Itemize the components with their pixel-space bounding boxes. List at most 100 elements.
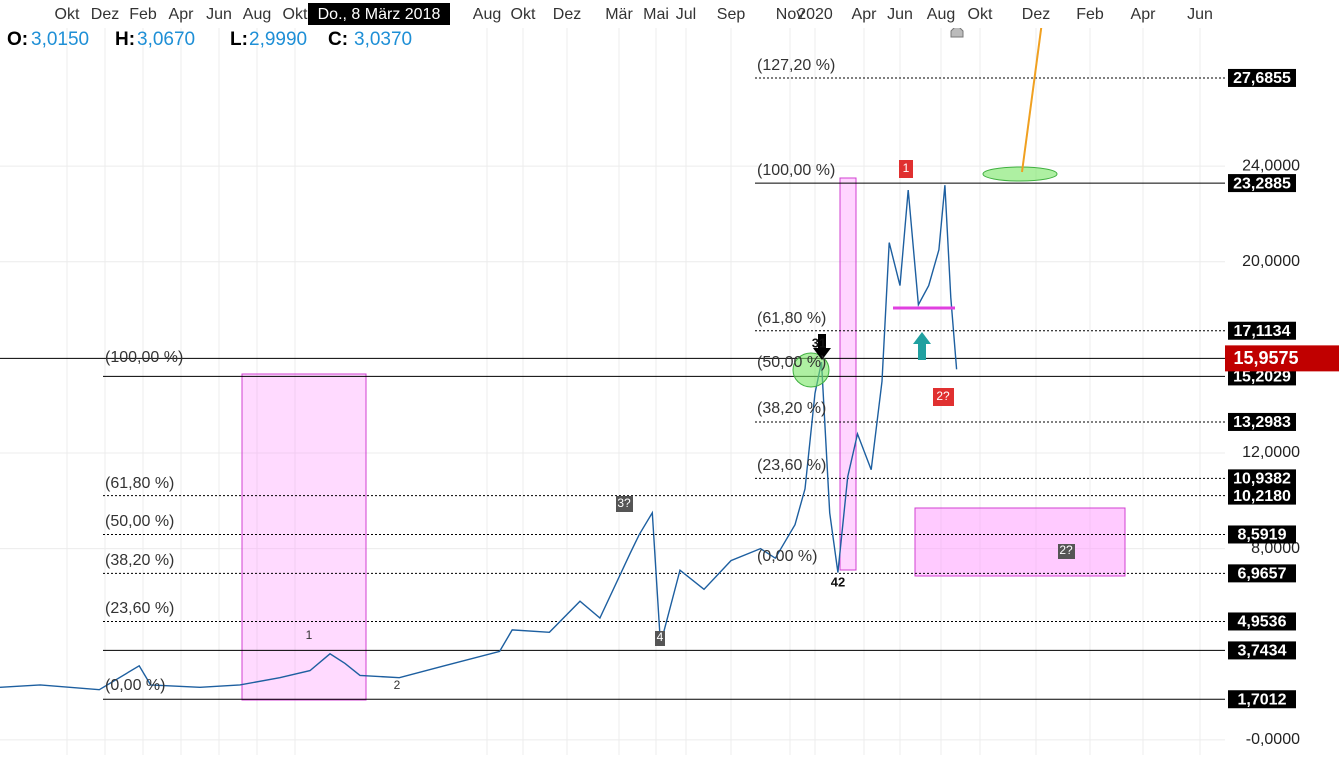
x-tick-label: Apr — [169, 6, 195, 23]
trend-line — [1021, 21, 1043, 173]
arrow-down — [813, 334, 831, 360]
x-tick-label: Sep — [717, 6, 746, 23]
level-box — [1228, 367, 1296, 386]
fib-label: (0,00 %) — [105, 677, 165, 694]
y-tick-label: 24,0000 — [1242, 157, 1300, 174]
wave-label: 2 — [394, 678, 401, 692]
level-label: 10,9382 — [1233, 471, 1291, 488]
fib-label: (100,00 %) — [105, 349, 183, 366]
fib-label: (127,20 %) — [757, 57, 835, 74]
y-tick-label: 12,0000 — [1242, 444, 1300, 461]
level-box — [1228, 469, 1296, 488]
ohlc-value: 3,0150 — [31, 29, 89, 50]
fib-label: (50,00 %) — [105, 513, 174, 530]
level-box — [1228, 564, 1296, 583]
level-label: 15,2029 — [1233, 369, 1291, 386]
plot — [0, 185, 958, 691]
wave-label: 4 — [657, 630, 664, 644]
level-label: 13,2983 — [1233, 414, 1291, 431]
ohlc-key: H: — [115, 29, 135, 50]
level-box — [1228, 412, 1296, 431]
zone-box — [914, 507, 1126, 577]
x-tick-label: Mär — [605, 6, 633, 23]
ohlc-key: L: — [230, 29, 248, 50]
wave-label: 42 — [831, 574, 845, 589]
level-box — [1228, 690, 1296, 709]
x-tick-label: Aug — [243, 6, 271, 23]
ohlc-value: 3,0670 — [137, 29, 195, 50]
fib-label: (50,00 %) — [757, 354, 826, 371]
level-box — [1228, 174, 1296, 193]
fib-left: (100,00 %) (61,80 %) (50,00 %) (38,20 %)… — [105, 349, 183, 694]
level-box — [1228, 486, 1296, 505]
x-tick-label: Okt — [968, 6, 993, 23]
x-tick-label: Okt — [55, 6, 80, 23]
crosshair-box — [308, 3, 450, 25]
level-label: 1,7012 — [1238, 691, 1287, 708]
x-tick-label: Jul — [676, 6, 696, 23]
ohlc-value: 3,0370 — [354, 29, 412, 50]
wave-label: 2? — [1059, 543, 1073, 557]
level-label: 27,6855 — [1233, 70, 1291, 87]
x-tick-label: Mai — [643, 6, 669, 23]
level-label: 23,2885 — [1233, 175, 1291, 192]
wave-label: 2? — [936, 389, 950, 403]
current-price-label: 15,9575 — [1233, 348, 1298, 368]
wave-box — [899, 160, 913, 178]
wave-box — [655, 631, 665, 646]
level-box — [1228, 612, 1296, 631]
x-tick-label: Dez — [91, 6, 119, 23]
fib-label: (23,60 %) — [757, 457, 826, 474]
circle-marker — [792, 352, 830, 388]
level-box — [1228, 525, 1296, 544]
level-box — [1228, 68, 1296, 87]
x-tick-label: Okt — [511, 6, 536, 23]
level-label: 4,9536 — [1238, 614, 1287, 631]
x-tick-label: Aug — [927, 6, 955, 23]
price-line — [0, 185, 958, 691]
level-label: 8,5919 — [1238, 527, 1287, 544]
y-tick-label: 8,0000 — [1251, 540, 1300, 557]
ohlc-value: 2,9990 — [249, 29, 307, 50]
x-tick-label: Apr — [852, 6, 878, 23]
wave-box — [616, 496, 633, 512]
x-tick-label: Aug — [473, 6, 501, 23]
zone-box — [241, 373, 367, 701]
x-tick-label: Dez — [553, 6, 581, 23]
wave-label: 31 — [812, 335, 826, 350]
fib-label: (61,80 %) — [105, 475, 174, 492]
x-tick-label: Feb — [129, 6, 157, 23]
arrow-up — [913, 332, 931, 360]
x-tick-label: Apr — [1131, 6, 1157, 23]
wave-box — [933, 388, 954, 406]
fib-right: (127,20 %) (100,00 %) (61,80 %) (50,00 %… — [757, 57, 835, 565]
ohlc-header: O: 3,0150 H: 3,0670 L: 2,9990 C: 3,0370 — [7, 29, 412, 50]
x-tick-label: Jun — [1187, 6, 1213, 23]
circle-marker — [982, 166, 1058, 182]
ohlc-key: O: — [7, 29, 28, 50]
fib-label: (100,00 %) — [757, 162, 835, 179]
x-tick-label: Jun — [206, 6, 232, 23]
x-tick-label: Feb — [1076, 6, 1104, 23]
fib-label: (38,20 %) — [105, 552, 174, 569]
x-tick-label: Nov — [776, 6, 804, 23]
y-tick-label: -0,0000 — [1246, 731, 1300, 748]
level-label: 3,7434 — [1238, 643, 1287, 660]
ohlc-key: C: — [328, 29, 348, 50]
level-label: 17,1134 — [1234, 323, 1291, 340]
x-tick-label: Okt — [283, 6, 308, 23]
time-axis-bg — [0, 0, 1339, 28]
level-box — [1228, 641, 1296, 660]
wave-box — [1058, 544, 1075, 559]
y-tick-label: 20,0000 — [1242, 253, 1300, 270]
fib-label: (0,00 %) — [757, 548, 817, 565]
levels — [0, 77, 1225, 700]
wave-label: 3? — [617, 496, 631, 510]
grid — [0, 28, 1225, 755]
zone-box — [839, 177, 857, 571]
level-box — [1228, 321, 1296, 340]
fib-label: (23,60 %) — [105, 600, 174, 617]
